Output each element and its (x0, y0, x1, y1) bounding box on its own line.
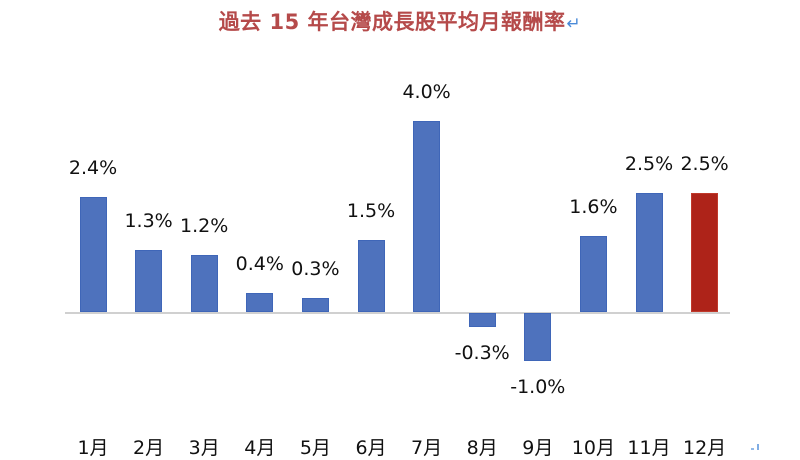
x-tick-label: 7月 (411, 437, 443, 459)
data-label: -1.0% (510, 375, 566, 398)
x-tick-label: 8月 (466, 437, 498, 459)
data-label: 2.5% (624, 152, 674, 175)
bar-6月 (357, 240, 385, 312)
x-tick-label: 6月 (355, 437, 387, 459)
data-label: 1.6% (569, 195, 618, 218)
bar-2月 (135, 249, 163, 312)
data-label: 4.0% (402, 81, 451, 103)
return-mark-icon: ↵ (566, 14, 582, 34)
paragraph-mark-icon (751, 444, 759, 450)
x-tick-label: 1月 (77, 437, 109, 459)
bar-5月 (301, 297, 329, 312)
bar-9月 (524, 313, 552, 361)
data-label: 1.5% (346, 200, 396, 223)
bar-4月 (246, 292, 274, 312)
zero-axis-line (65, 312, 730, 314)
data-label: 0.4% (235, 252, 284, 275)
bar-12月 (691, 192, 719, 312)
x-tick-label: 10月 (571, 437, 615, 459)
data-label: 0.3% (291, 257, 340, 280)
data-label: -0.3% (454, 342, 510, 365)
x-tick-label: 4月 (244, 437, 276, 459)
x-tick-label: 12月 (683, 437, 727, 459)
data-label: 1.2% (180, 214, 229, 237)
bar-7月 (413, 121, 441, 312)
x-tick-label: 5月 (299, 437, 331, 459)
bar-8月 (468, 313, 496, 328)
bar-10月 (579, 235, 607, 312)
bar-1月 (79, 197, 107, 312)
bar-3月 (190, 254, 218, 312)
chart-title-text: 過去 15 年台灣成長股平均月報酬率 (218, 10, 566, 34)
data-label: 1.3% (124, 209, 173, 232)
x-tick-label: 3月 (188, 437, 220, 459)
chart-title: 過去 15 年台灣成長股平均月報酬率↵ (0, 6, 800, 36)
x-tick-label: 9月 (522, 437, 554, 459)
data-label: 2.4% (68, 157, 118, 180)
x-tick-label: 11月 (627, 437, 671, 459)
x-tick-label: 2月 (133, 437, 165, 459)
data-label: 2.5% (680, 152, 729, 175)
bar-11月 (635, 192, 663, 312)
